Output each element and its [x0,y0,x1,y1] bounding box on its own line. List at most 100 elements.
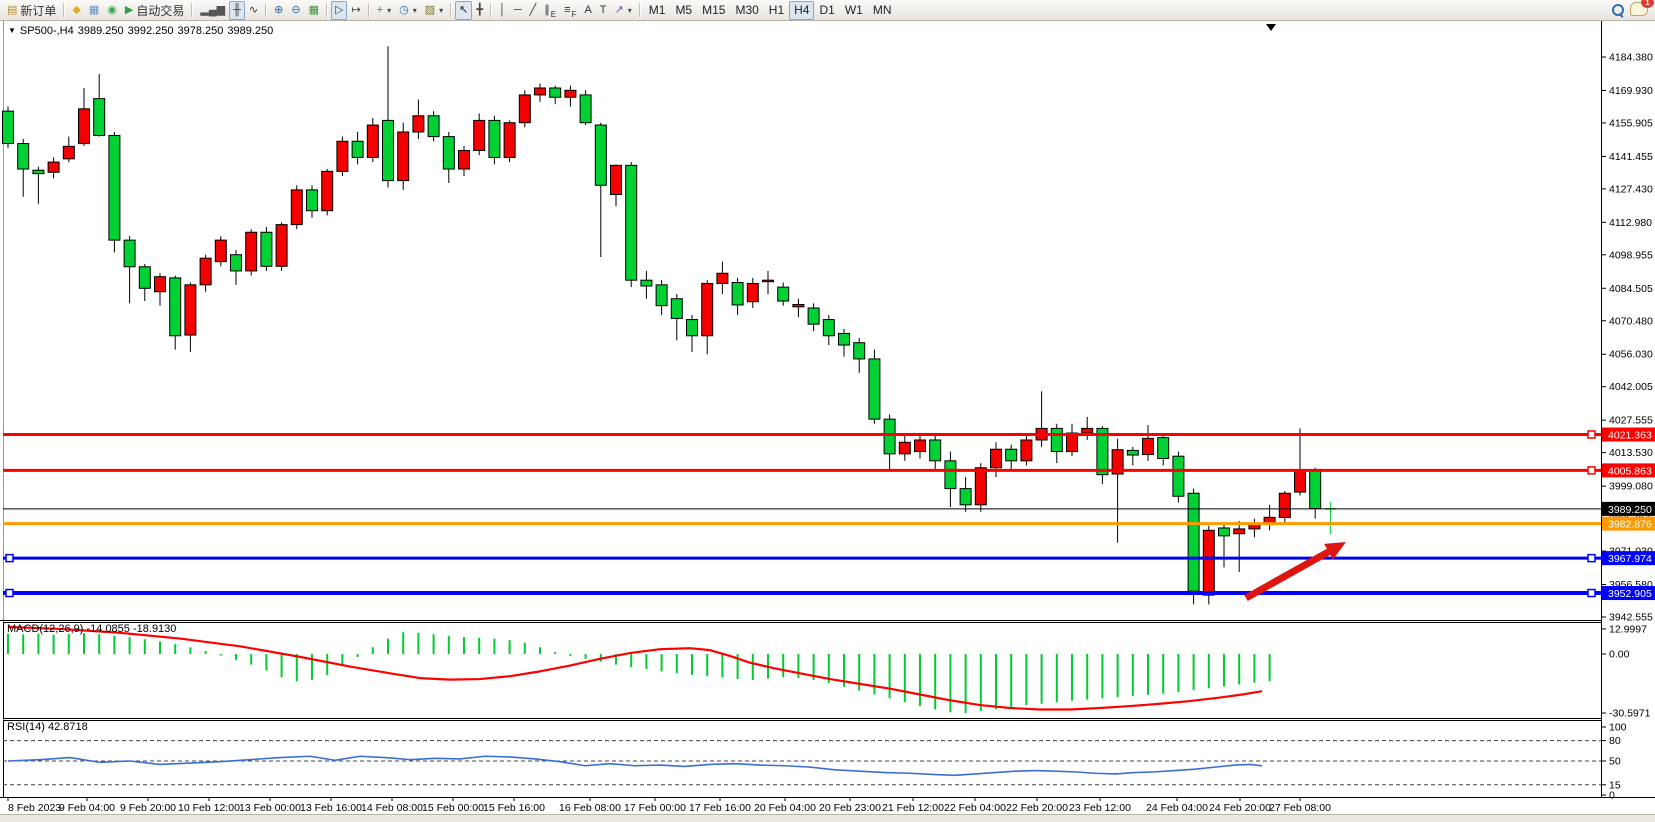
rsi-indicator-label: RSI(14) 42.8718 [7,721,88,733]
time-tick-label: 16 Feb 08:00 [559,802,621,814]
arrow-annotation[interactable] [1244,542,1346,602]
text-label-icon[interactable]: T [596,1,611,20]
timeframe-h4[interactable]: H4 [789,0,815,20]
templates-icon[interactable]: ▨ ▾ [421,1,447,20]
time-tick-label: 14 Feb 08:00 [361,802,423,814]
price-tick-label: 3942.555 [1609,612,1653,624]
price-line-label-box [1602,586,1655,601]
price-lines-layer[interactable]: 4021.363 4005.863 3989.250 3982.876 3967.974… [3,427,1655,601]
candle-body [199,257,212,286]
cursor-icon: ↖ [459,3,469,16]
candle-body [1233,528,1246,535]
candle-body [594,124,607,186]
line-handle[interactable] [1587,553,1596,563]
text-icon[interactable]: A [580,1,595,20]
candle-body [154,276,166,293]
macd-tick-label: -30.5971 [1609,707,1651,719]
price-tick-label: 4042.005 [1609,381,1653,393]
charts-wizard-icon[interactable]: ◆ [68,1,84,20]
notifications-button[interactable]: 1 [1630,0,1654,19]
indicators-icon[interactable]: + ▾ [373,1,395,20]
candle-body [549,87,562,98]
chart-shift-icon[interactable]: ↦ [347,1,364,20]
candle-body [108,134,121,241]
timeframe-mn[interactable]: MN [868,1,897,20]
timeframe-m30[interactable]: M30 [730,1,763,20]
candlestick-chart-icon[interactable]: ╫ [229,0,245,20]
line-handle[interactable] [1587,588,1596,598]
price-tick-label: 4155.905 [1609,117,1653,129]
crosshair-icon[interactable]: ╋ [472,1,487,20]
price-line-label: 4005.863 [1608,465,1652,477]
bar-chart-icon[interactable]: ▂▄▆ [196,1,229,20]
timeframe-m15[interactable]: M15 [697,1,730,20]
dropdown-caret-icon[interactable]: ▾ [627,5,632,15]
arrows-icon[interactable]: ↗ ▾ [611,1,636,20]
candles-layer [2,46,1336,605]
rsi-tick-label: 100 [1609,722,1627,734]
main-toolbar: ▤ 新订单 ◆ ▦ ◉ ▶ 自动交易 ▂▄▆ ╫ ∿ ⊕ ⊖ ▦ ▷ ↦ + ▾ ◷ ▾ ▨ ▾ ↖ ╋ │ ─ ╱ ∥ E ≡ F A T ↗… [0,0,1655,21]
equidistant-channel-icon[interactable]: ∥ E [540,1,560,20]
dropdown-caret-icon[interactable]: ▾ [387,5,392,15]
auto-scroll-icon[interactable]: ▷ [330,0,348,20]
templates-icon: ▨ [424,3,436,16]
trend-arrow-shaft[interactable] [1244,548,1331,602]
timeframe-m1[interactable]: M1 [644,1,671,20]
candle-body [762,279,774,283]
trend-arrow-head[interactable] [1324,542,1346,560]
price-line-label: 4021.363 [1608,430,1652,442]
candle-body [412,115,425,133]
chart-collapse-icon[interactable]: ▼ [8,26,16,35]
toolbar-separator [325,3,328,17]
price-tick-label: 4084.505 [1609,283,1653,295]
line-handle[interactable] [5,553,14,563]
timeframe-h1[interactable]: H1 [764,1,789,20]
candle-body [731,282,744,306]
candle-body [1294,470,1306,493]
chart-close-value: 3989.250 [227,25,274,37]
tile-windows-icon[interactable]: ▦ [305,1,323,20]
search-icon[interactable] [1611,3,1624,18]
line-handle[interactable] [1587,430,1596,439]
vertical-line-icon[interactable]: │ [495,1,510,20]
candle-body [579,94,592,124]
price-tick-label: 4127.430 [1609,183,1653,195]
timeframe-m5[interactable]: M5 [670,1,697,20]
toolbar-separator [191,3,194,17]
new-order-button[interactable]: ▤ 新订单 [3,1,60,20]
candle-body [655,284,668,307]
price-line-label: 3967.974 [1608,553,1652,565]
candle-body [1142,437,1154,456]
timeframe-d1[interactable]: D1 [814,1,839,20]
candle-body [929,439,942,462]
candle-body [777,286,790,302]
signals-icon[interactable]: ◉ [103,1,121,20]
zoom-out-icon[interactable]: ⊖ [287,1,304,20]
candle-body [93,98,106,136]
macd-tick-label: 12.9997 [1609,623,1647,635]
price-line-label-box [1602,501,1655,516]
line-handle[interactable] [1587,466,1596,475]
line-chart-icon[interactable]: ∿ [245,1,262,20]
candle-body [807,307,820,325]
price-tick-label: 4141.455 [1609,151,1653,163]
dropdown-caret-icon[interactable]: ▾ [412,5,417,15]
zoom-in-icon[interactable]: ⊕ [270,1,287,20]
dropdown-caret-icon[interactable]: ▾ [439,5,444,15]
candle-body [290,189,303,226]
horizontal-line-icon[interactable]: ─ [510,1,526,20]
periods-icon[interactable]: ◷ ▾ [395,1,421,20]
line-handle[interactable] [5,588,14,598]
candle-body [914,439,926,453]
timeframe-w1[interactable]: W1 [840,1,868,20]
trendline-icon[interactable]: ╱ [526,1,541,20]
time-tick-label: 13 Feb 00:00 [239,802,301,814]
cursor-icon[interactable]: ↖ [455,0,473,20]
auto-trading-button[interactable]: ▶ 自动交易 [121,1,188,20]
price-axis[interactable]: 4184.380 4169.930 4155.905 4141.455 4127.430… [1601,52,1653,624]
fibonacci-icon[interactable]: ≡ F [560,1,580,20]
profiles-icon[interactable]: ▦ [85,1,103,20]
